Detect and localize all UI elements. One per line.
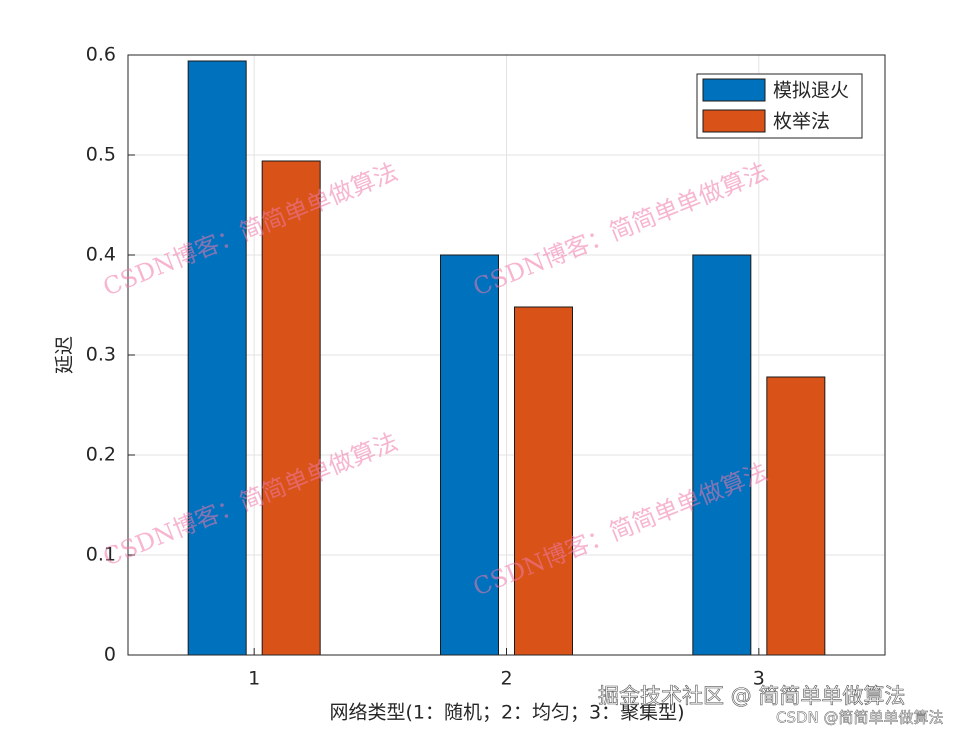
bar	[692, 254, 752, 656]
y-tick-label: 0.2	[86, 444, 116, 466]
y-tick-label: 0.4	[86, 244, 116, 266]
x-tick-label: 1	[248, 668, 260, 690]
x-tick-label: 3	[753, 668, 765, 690]
legend-swatch	[702, 78, 766, 102]
axes-box	[127, 54, 886, 656]
bar	[766, 376, 826, 656]
y-tick-label: 0.3	[86, 344, 116, 366]
x-axis-label: 网络类型(1：随机；2：均匀；3：聚集型)	[329, 702, 684, 724]
y-tick-label: 0.5	[86, 144, 116, 166]
y-tick-label: 0.1	[86, 544, 116, 566]
bar	[440, 254, 499, 656]
footer-text: 掘金技术社区 @ 简简单单做算法	[598, 684, 905, 708]
x-tick-label: 2	[500, 668, 512, 690]
y-axis-label: 延迟	[54, 336, 76, 374]
footer-text: CSDN @简简单单做算法	[776, 709, 944, 727]
legend-label: 模拟退火	[773, 80, 849, 102]
legend-label: 枚举法	[773, 111, 830, 133]
bar	[187, 60, 247, 656]
y-tick-label: 0.6	[86, 44, 116, 66]
legend-swatch	[702, 109, 766, 133]
bar	[514, 306, 573, 656]
y-tick-label: 0	[104, 644, 116, 666]
